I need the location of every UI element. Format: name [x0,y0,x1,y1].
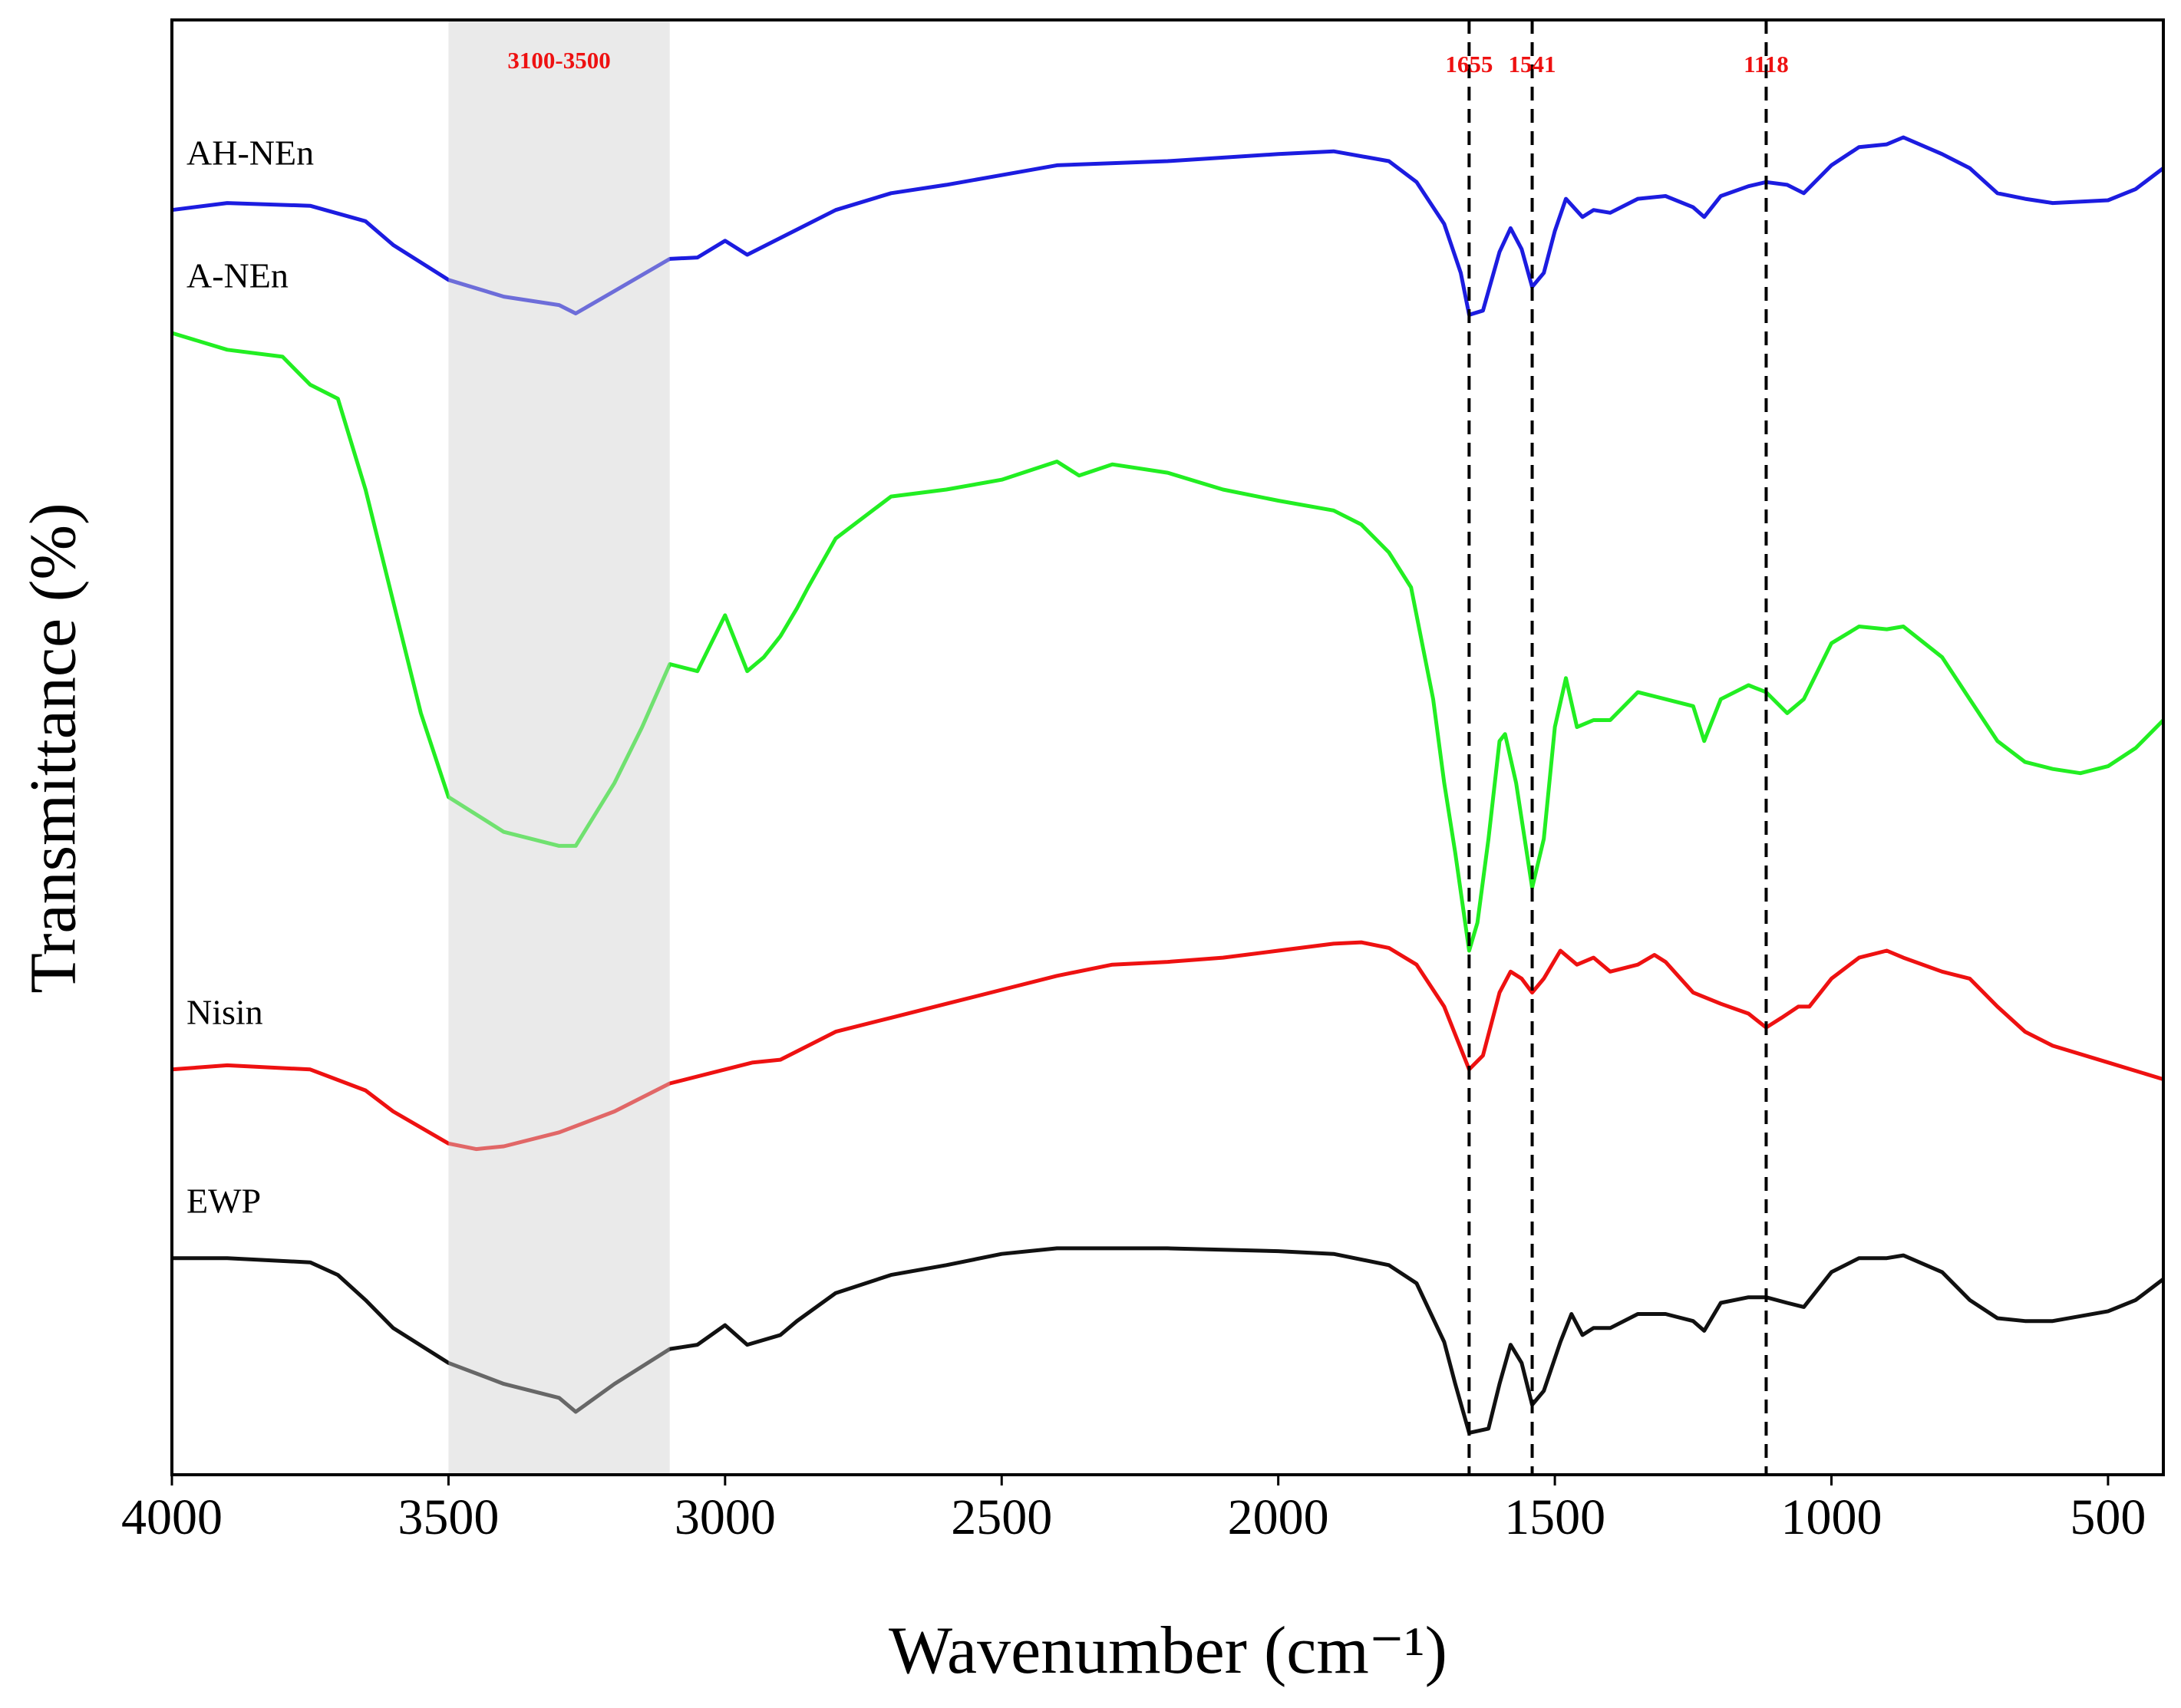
reference-label: 1655 [1445,51,1493,77]
x-tick-label: 500 [2070,1489,2146,1545]
x-tick-label: 3000 [675,1489,776,1545]
series-label: AH-NEn [186,133,314,172]
x-tick-label: 2000 [1228,1489,1329,1545]
reference-label: 1118 [1744,51,1789,77]
x-tick-label: 3500 [398,1489,499,1545]
shaded-region [448,20,670,1475]
x-tick-label: 1000 [1781,1489,1882,1545]
series-label: A-NEn [186,256,289,295]
x-tick-label: 1500 [1504,1489,1605,1545]
series-line [172,1246,2165,1435]
region-label: 3100-3500 [507,47,610,74]
x-tick-label: 4000 [121,1489,223,1545]
series-line [171,331,2165,953]
y-axis-label: Transmittance (%) [16,503,90,993]
series-label: EWP [186,1181,261,1220]
series-label: Nisin [186,992,263,1031]
reference-label: 1541 [1509,51,1556,77]
series-line [171,135,2165,317]
x-tick-label: 2500 [951,1489,1052,1545]
series-line [171,940,2164,1152]
x-axis-label: Wavenumber (cm⁻¹) [889,1614,1447,1688]
plot-frame [170,18,2165,1476]
